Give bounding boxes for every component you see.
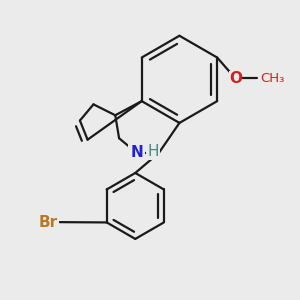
Text: H: H: [147, 144, 159, 159]
Text: O: O: [229, 71, 242, 86]
Text: N: N: [130, 146, 143, 160]
Text: CH₃: CH₃: [260, 72, 285, 85]
Text: Br: Br: [38, 214, 57, 230]
